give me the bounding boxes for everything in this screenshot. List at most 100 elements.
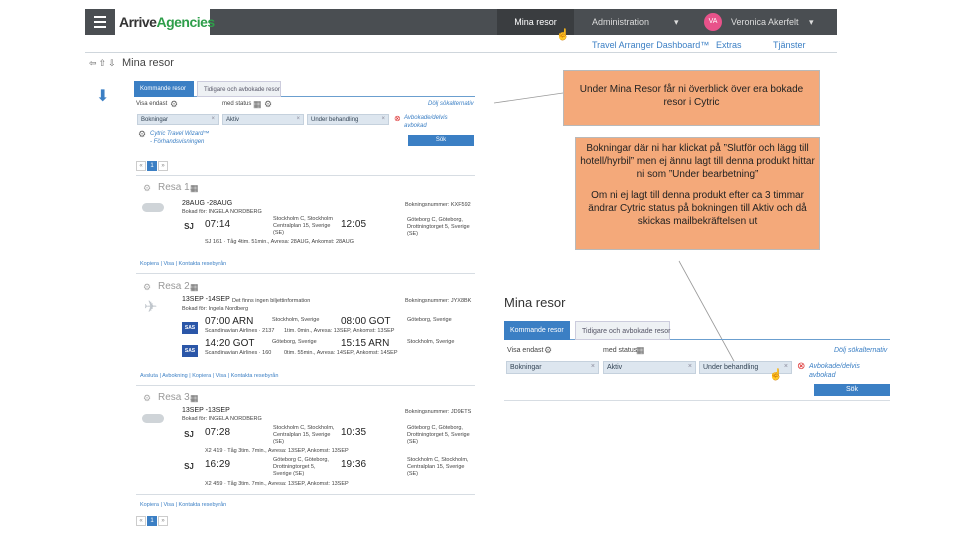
cursor-pointer-icon: ☝ bbox=[556, 29, 570, 41]
callout-under-behandling: Bokningar där ni har klickat på ”Slutför… bbox=[575, 137, 820, 250]
toolbar-arrow-icons[interactable]: ⇦⇧⇩ bbox=[89, 58, 118, 68]
carrier: Scandinavian Airlines · 2137 bbox=[205, 328, 275, 334]
segment-detail: 1tim. 0min., Avresa: 13SEP, Ankomst: 13S… bbox=[284, 328, 395, 334]
divider bbox=[136, 273, 475, 274]
pagination-prev[interactable]: « bbox=[136, 516, 146, 526]
arrival-time: 12:05 bbox=[341, 219, 367, 230]
page-title: Mina resor bbox=[122, 57, 174, 69]
trip-actions[interactable]: Kopiera | Visa | Kontakta resebyrån bbox=[140, 502, 227, 508]
avbokade-filter-link[interactable]: Avbokade/delvis avbokad bbox=[404, 115, 448, 129]
hide-search-options-link[interactable]: Dölj sökalternativ bbox=[428, 101, 474, 107]
arrival-station: Göteborg, Sverige bbox=[407, 317, 452, 323]
carrier: Scandinavian Airlines · 160 bbox=[205, 350, 272, 356]
arrival-station: Stockholm, Sverige bbox=[407, 339, 455, 345]
top-navigation-bar: ArriveAgencies Mina resor Administration… bbox=[85, 9, 837, 35]
cytric-travel-wizard-link[interactable]: Cytric Travel Wizard™ - Förhandsvisninge… bbox=[150, 131, 210, 146]
med-status-label: med status bbox=[222, 101, 252, 107]
booking-number: Bokningsnummer: KXF592 bbox=[405, 202, 471, 208]
arrive-agencies-logo: ArriveAgencies bbox=[115, 9, 215, 35]
tab-kommande-resor[interactable]: Kommande resor bbox=[134, 81, 194, 97]
pagination-prev[interactable]: « bbox=[136, 161, 146, 171]
close-icon[interactable]: × bbox=[687, 363, 692, 370]
trip-dates: 13SEP -13SEP bbox=[182, 407, 230, 414]
booking-number: Bokningsnummer: JYX8BK bbox=[405, 298, 472, 304]
divider bbox=[504, 400, 890, 401]
train-icon bbox=[142, 414, 164, 423]
cursor-pointer-icon: ☝ bbox=[769, 369, 783, 381]
remove-icon[interactable]: ⊗ bbox=[394, 114, 401, 123]
trip-heading: Resa 1. bbox=[158, 182, 193, 193]
help-icon: ⚙ bbox=[544, 345, 553, 355]
trip-tabs: Kommande resor Tidigare och avbokade res… bbox=[134, 81, 475, 97]
departure-time: 07:28 bbox=[205, 427, 231, 438]
visa-endast-label: Visa endast bbox=[507, 347, 544, 354]
chevron-down-icon: ▾ bbox=[674, 17, 679, 27]
segment-detail: X2 459 · Tåg 3tim. 7min., Avresa: 13SEP,… bbox=[205, 481, 349, 487]
pagination-next[interactable]: » bbox=[158, 161, 168, 171]
arrival-station: Stockholm C, Stockholm, Centralplan 15, … bbox=[407, 457, 469, 477]
zoom-trip-tabs: Kommande resor Tidigare och avbokade res… bbox=[504, 321, 890, 340]
search-button[interactable]: Sök bbox=[814, 384, 890, 396]
edit-icon[interactable]: ▦ bbox=[190, 393, 199, 403]
tab-kommande-resor[interactable]: Kommande resor bbox=[504, 321, 570, 340]
filter-chip-bokningar[interactable]: Bokningar × bbox=[137, 114, 219, 125]
arrival-station: Göteborg C, Göteborg, Drottningtorget 5,… bbox=[407, 217, 470, 237]
segment-detail: 0tim. 55min., Avresa: 14SEP, Ankomst: 14… bbox=[284, 350, 398, 356]
remove-icon[interactable]: ⊗ bbox=[797, 361, 806, 372]
trip-dates: 28AUG -28AUG bbox=[182, 200, 233, 207]
segment-detail: X2 419 · Tåg 3tim. 7min., Avresa: 13SEP,… bbox=[205, 448, 349, 454]
avatar[interactable]: VA bbox=[704, 13, 722, 31]
subnav-extras[interactable]: Extras bbox=[716, 40, 742, 50]
edit-icon[interactable]: ▦ bbox=[190, 282, 199, 292]
arrival-time: 19:36 bbox=[341, 459, 367, 470]
departure-time: 14:20 GOT bbox=[205, 338, 255, 349]
departure-time: 07:00 ARN bbox=[205, 316, 254, 327]
sas-logo-icon: SAS bbox=[182, 322, 198, 334]
departure-station: Stockholm, Sverige bbox=[272, 317, 320, 323]
calendar-icon[interactable]: ▦ bbox=[253, 99, 262, 109]
sj-logo-icon: SJ bbox=[184, 430, 194, 439]
filter-chip-aktiv[interactable]: Aktiv × bbox=[603, 361, 696, 374]
avbokade-filter-link[interactable]: Avbokade/delvis avbokad bbox=[809, 363, 860, 380]
close-icon[interactable]: × bbox=[783, 363, 788, 370]
wizard-icon: ⚙ bbox=[138, 129, 147, 139]
hamburger-menu-icon[interactable] bbox=[89, 12, 111, 32]
nav-mina-resor[interactable]: Mina resor bbox=[497, 9, 574, 35]
zoom-page-title: Mina resor bbox=[504, 295, 566, 310]
globe-icon: ⚙ bbox=[143, 183, 152, 193]
callout-text: Bokningar där ni har klickat på ”Slutför… bbox=[580, 143, 815, 180]
visa-endast-label: Visa endast bbox=[136, 101, 168, 107]
user-name-menu[interactable]: Veronica Akerfelt bbox=[731, 17, 799, 27]
trip-actions[interactable]: Avsluta | Avbokning | Kopiera | Visa | K… bbox=[140, 373, 279, 379]
med-status-label: med status bbox=[603, 347, 638, 354]
filter-chip-under-behandling[interactable]: Under behandling × bbox=[699, 361, 792, 374]
subnav-tjanster[interactable]: Tjänster bbox=[773, 40, 806, 50]
trip-actions[interactable]: Kopiera | Visa | Kontakta resebyrån bbox=[140, 261, 227, 267]
arrival-time: 08:00 GOT bbox=[341, 316, 391, 327]
filter-chip-under-behandling[interactable]: Under behandling × bbox=[307, 114, 389, 125]
close-icon[interactable]: × bbox=[381, 116, 385, 122]
departure-station: Göteborg C, Göteborg, Drottningtorget 5,… bbox=[273, 457, 329, 477]
booked-for: Bokad för: INGELA NORDBERG bbox=[182, 416, 262, 422]
tab-tidigare-resor[interactable]: Tidigare och avbokade resor bbox=[575, 321, 670, 340]
hide-search-options-link[interactable]: Dölj sökalternativ bbox=[834, 347, 888, 354]
edit-icon[interactable]: ▦ bbox=[190, 183, 199, 193]
subnav-dashboard[interactable]: Travel Arranger Dashboard™ bbox=[592, 40, 710, 50]
close-icon[interactable]: × bbox=[211, 116, 215, 122]
settings-icon[interactable]: ⚙ bbox=[264, 99, 273, 109]
calendar-icon[interactable]: ▦ bbox=[636, 345, 645, 355]
filter-chip-aktiv[interactable]: Aktiv × bbox=[222, 114, 304, 125]
filter-chip-bokningar[interactable]: Bokningar × bbox=[506, 361, 599, 374]
pagination-next[interactable]: » bbox=[158, 516, 168, 526]
pagination-page[interactable]: 1 bbox=[147, 161, 157, 171]
search-button[interactable]: Sök bbox=[408, 135, 474, 146]
pagination-page[interactable]: 1 bbox=[147, 516, 157, 526]
close-icon[interactable]: × bbox=[296, 116, 300, 122]
divider bbox=[136, 494, 475, 495]
tab-tidigare-resor[interactable]: Tidigare och avbokade resor bbox=[197, 81, 281, 97]
close-icon[interactable]: × bbox=[590, 363, 595, 370]
sj-logo-icon: SJ bbox=[184, 462, 194, 471]
booked-for: Bokad för: INGELA NORDBERG bbox=[182, 209, 262, 215]
nav-administration[interactable]: Administration bbox=[592, 17, 650, 27]
